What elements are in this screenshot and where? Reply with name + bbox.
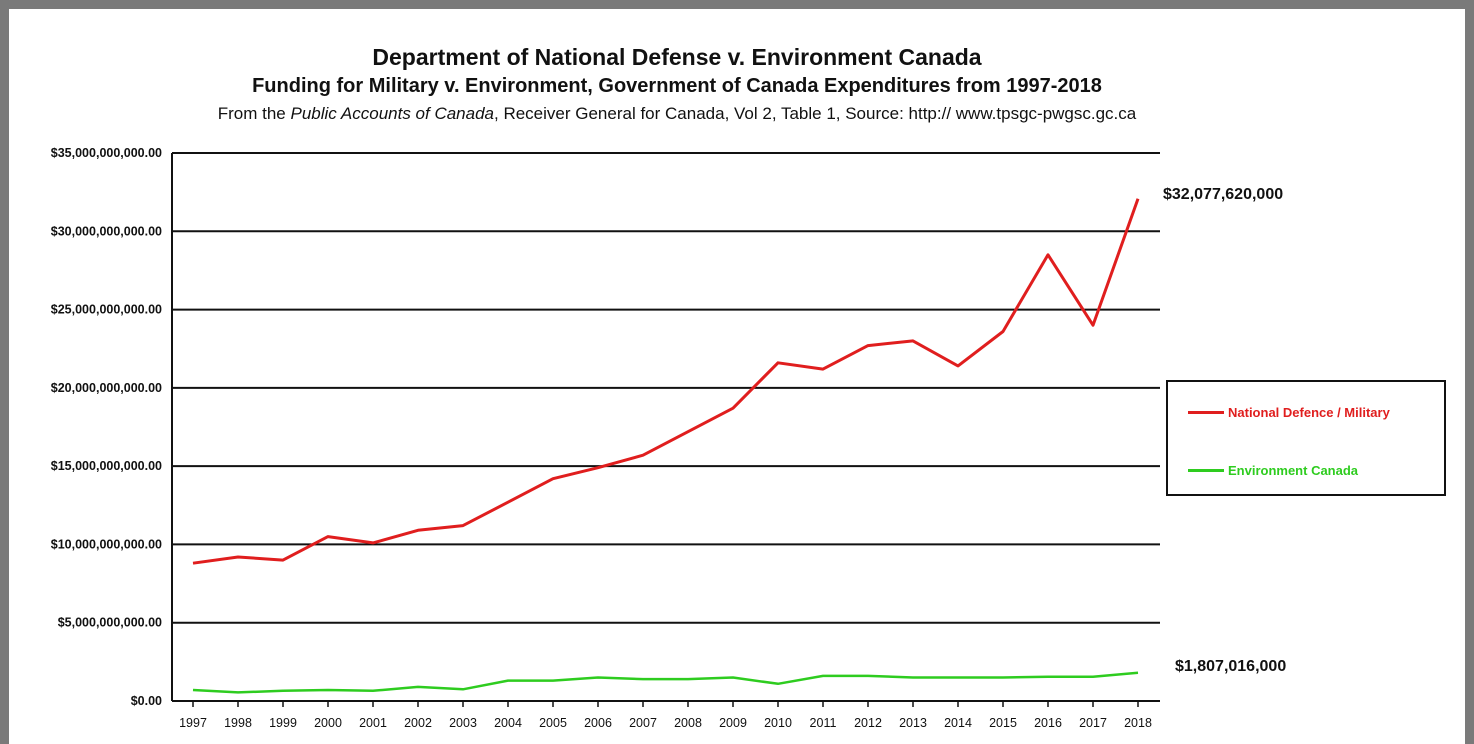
x-tick-label: 2000 bbox=[314, 716, 342, 730]
x-tick-label: 1999 bbox=[269, 716, 297, 730]
source-italic: Public Accounts of Canada bbox=[290, 104, 495, 123]
end-label-environment: $1,807,016,000 bbox=[1175, 658, 1286, 675]
end-labels: $32,077,620,000 $1,807,016,000 bbox=[1163, 186, 1286, 675]
x-tick-label: 2012 bbox=[854, 716, 882, 730]
y-tick-label: $0.00 bbox=[131, 694, 162, 708]
x-tick-label: 2003 bbox=[449, 716, 477, 730]
y-axis-ticks: $0.00 $5,000,000,000.00 $10,000,000,000.00… bbox=[51, 146, 162, 708]
chart-source: From the Public Accounts of Canada, Rece… bbox=[0, 104, 1354, 124]
legend-label-environment: Environment Canada bbox=[1228, 462, 1359, 478]
source-suffix: , Receiver General for Canada, Vol 2, Ta… bbox=[494, 104, 1137, 123]
x-tick-label: 2017 bbox=[1079, 716, 1107, 730]
grid-lines bbox=[171, 152, 1160, 702]
x-tick-label: 1997 bbox=[179, 716, 207, 730]
legend: National Defence / Military Environment … bbox=[1166, 380, 1446, 496]
x-tick-label: 2008 bbox=[674, 716, 702, 730]
x-tick-label: 2014 bbox=[944, 716, 972, 730]
y-tick-label: $20,000,000,000.00 bbox=[51, 381, 162, 395]
legend-swatch-environment bbox=[1188, 468, 1224, 472]
x-tick-label: 2011 bbox=[810, 716, 837, 730]
legend-swatch-military bbox=[1188, 410, 1224, 414]
chart-title: Department of National Defense v. Enviro… bbox=[372, 44, 982, 70]
x-tick-label: 2016 bbox=[1034, 716, 1062, 730]
x-tick-label: 2018 bbox=[1124, 716, 1152, 730]
y-tick-label: $10,000,000,000.00 bbox=[51, 537, 162, 551]
legend-item-environment: Environment Canada bbox=[1188, 462, 1358, 478]
legend-item-military: National Defence / Military bbox=[1188, 404, 1390, 420]
x-axis-ticks: 1997 1998 1999 2000 2001 2002 2003 2004 2005 2006… bbox=[179, 701, 1152, 730]
x-tick-label: 2002 bbox=[404, 716, 432, 730]
x-tick-label: 2009 bbox=[719, 716, 747, 730]
chart-subtitle: Funding for Military v. Environment, Gov… bbox=[252, 75, 1102, 97]
series-line-military bbox=[192, 198, 1140, 565]
y-tick-label: $15,000,000,000.00 bbox=[51, 459, 162, 473]
x-tick-label: 2001 bbox=[359, 716, 387, 730]
x-tick-label: 2007 bbox=[629, 716, 657, 730]
series-line-environment bbox=[192, 671, 1139, 694]
series-lines bbox=[192, 198, 1140, 694]
x-tick-label: 2006 bbox=[584, 716, 612, 730]
y-tick-label: $30,000,000,000.00 bbox=[51, 224, 162, 238]
source-prefix: From the bbox=[217, 104, 291, 123]
x-tick-label: 2005 bbox=[539, 716, 567, 730]
x-tick-label: 2004 bbox=[494, 716, 522, 730]
y-tick-label: $35,000,000,000.00 bbox=[51, 146, 162, 160]
y-tick-label: $5,000,000,000.00 bbox=[58, 616, 162, 630]
x-tick-label: 2015 bbox=[989, 716, 1017, 730]
x-tick-label: 2013 bbox=[899, 716, 927, 730]
x-tick-label: 2010 bbox=[764, 716, 792, 730]
end-label-military: $32,077,620,000 bbox=[1163, 186, 1283, 203]
legend-label-military: National Defence / Military bbox=[1228, 404, 1390, 420]
x-tick-label: 1998 bbox=[224, 716, 252, 730]
y-tick-label: $25,000,000,000.00 bbox=[51, 303, 162, 317]
